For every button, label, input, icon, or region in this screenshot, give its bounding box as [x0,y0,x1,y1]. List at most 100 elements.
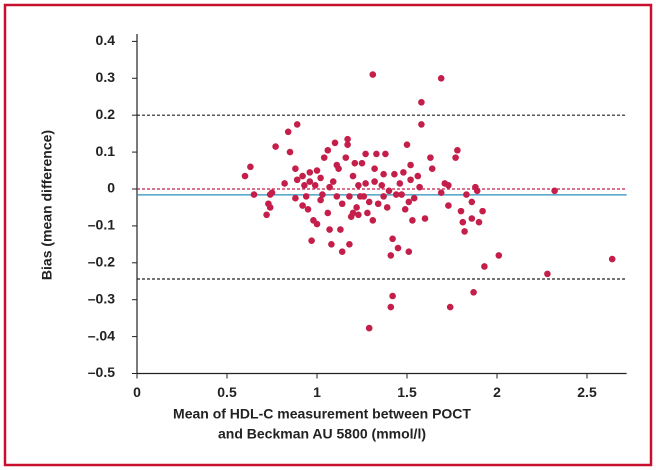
point [346,241,353,248]
point [320,154,328,161]
point [313,167,321,174]
point [337,226,344,233]
point [349,172,357,180]
point [400,169,407,176]
x-tick-label: 1 [313,384,321,400]
y-tick-label: 0.4 [96,32,116,48]
point [335,165,342,172]
point [407,176,414,184]
point [389,235,396,243]
point [396,180,404,187]
point [383,204,391,211]
point [461,228,468,235]
point [389,292,396,300]
point [362,150,369,158]
point [398,191,405,198]
y-tick-label: 0.2 [96,106,116,122]
point [353,204,360,211]
point [369,71,377,78]
y-tick-label: –0.3 [88,290,115,306]
point [358,159,366,167]
point [382,150,389,158]
x-tick-label: 2.5 [577,384,597,400]
point [349,209,357,217]
point [452,154,459,161]
point [414,172,422,180]
point [324,209,332,217]
x-tick-label: 0 [133,384,141,400]
point [418,121,425,128]
point [473,187,481,195]
point [338,200,346,208]
point [306,178,314,185]
point [362,180,369,187]
point [317,196,324,204]
point [304,205,312,213]
point [608,255,616,263]
point [470,289,477,296]
point [416,183,423,191]
point [247,163,254,171]
point [391,170,398,178]
point [365,324,373,332]
point [342,154,350,161]
point [392,191,400,198]
point [324,146,332,154]
point [427,154,434,161]
point [454,146,461,154]
point [306,169,314,176]
point [317,174,324,182]
point [326,183,333,191]
y-tick-label: –0.5 [88,364,115,380]
point [302,193,310,200]
point [281,180,288,187]
point [355,211,362,219]
point [445,181,452,189]
point [369,217,377,224]
point [437,74,445,82]
point [403,141,411,149]
point [268,189,276,196]
point [437,189,445,196]
point [410,194,418,202]
point [387,252,395,259]
point [313,220,321,228]
y-tick-label: 0 [107,180,115,196]
point [329,178,337,185]
point [421,215,429,222]
point [292,165,299,172]
point [241,172,249,180]
y-tick-label: –0.2 [88,253,115,269]
point [418,98,425,106]
frame [3,3,653,467]
point [266,204,274,211]
point [351,159,359,167]
point [378,181,386,189]
x-tick-label: 2 [493,384,501,400]
point [405,198,413,206]
point [479,207,486,215]
point [373,150,380,158]
point [551,187,558,195]
point [311,181,319,189]
point [481,263,488,270]
point [468,215,476,222]
point [338,248,346,256]
point [292,194,299,202]
y-tick-label: –.04 [88,327,115,343]
x-tick-label: 0.5 [217,384,237,400]
point [385,187,393,195]
point [407,161,414,169]
point [333,193,341,200]
y-tick-label: –0.1 [88,217,115,233]
y-axis-title: Bias (mean difference) [39,130,55,280]
point [293,176,301,184]
point [380,170,387,178]
point [293,121,301,128]
point [380,193,387,200]
point [365,198,373,206]
point [331,139,339,147]
point [446,303,454,311]
point [355,181,362,189]
